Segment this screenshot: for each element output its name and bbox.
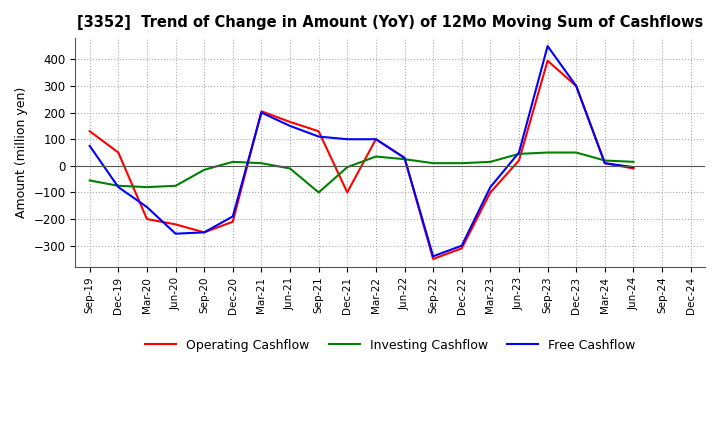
Free Cashflow [457, 243, 466, 248]
Free Cashflow [286, 123, 294, 128]
Free Cashflow [572, 83, 580, 88]
Line: Investing Cashflow: Investing Cashflow [90, 153, 634, 192]
Investing Cashflow [228, 159, 237, 165]
Operating Cashflow [457, 246, 466, 251]
Operating Cashflow [286, 119, 294, 125]
Investing Cashflow [286, 166, 294, 171]
Operating Cashflow [486, 190, 495, 195]
Operating Cashflow [343, 190, 351, 195]
Free Cashflow [544, 44, 552, 49]
Free Cashflow [629, 165, 638, 170]
Free Cashflow [143, 205, 151, 210]
Title: [3352]  Trend of Change in Amount (YoY) of 12Mo Moving Sum of Cashflows: [3352] Trend of Change in Amount (YoY) o… [77, 15, 703, 30]
Operating Cashflow [544, 58, 552, 63]
Investing Cashflow [143, 184, 151, 190]
Y-axis label: Amount (million yen): Amount (million yen) [15, 87, 28, 218]
Investing Cashflow [86, 178, 94, 183]
Free Cashflow [200, 230, 209, 235]
Free Cashflow [257, 110, 266, 115]
Operating Cashflow [400, 155, 409, 161]
Free Cashflow [372, 136, 380, 142]
Operating Cashflow [114, 150, 122, 155]
Investing Cashflow [257, 161, 266, 166]
Free Cashflow [315, 134, 323, 139]
Free Cashflow [515, 150, 523, 155]
Investing Cashflow [515, 151, 523, 157]
Free Cashflow [486, 184, 495, 190]
Operating Cashflow [228, 219, 237, 224]
Investing Cashflow [372, 154, 380, 159]
Operating Cashflow [629, 166, 638, 171]
Operating Cashflow [315, 128, 323, 134]
Free Cashflow [429, 254, 438, 259]
Investing Cashflow [200, 167, 209, 172]
Operating Cashflow [257, 109, 266, 114]
Investing Cashflow [486, 159, 495, 165]
Operating Cashflow [572, 83, 580, 88]
Investing Cashflow [544, 150, 552, 155]
Investing Cashflow [429, 161, 438, 166]
Free Cashflow [400, 155, 409, 161]
Operating Cashflow [200, 230, 209, 235]
Operating Cashflow [143, 216, 151, 222]
Line: Free Cashflow: Free Cashflow [90, 46, 634, 257]
Investing Cashflow [171, 183, 180, 188]
Investing Cashflow [315, 190, 323, 195]
Free Cashflow [114, 184, 122, 190]
Investing Cashflow [572, 150, 580, 155]
Operating Cashflow [86, 128, 94, 134]
Investing Cashflow [600, 158, 609, 163]
Operating Cashflow [171, 222, 180, 227]
Free Cashflow [86, 143, 94, 149]
Investing Cashflow [457, 161, 466, 166]
Free Cashflow [343, 136, 351, 142]
Operating Cashflow [600, 161, 609, 166]
Free Cashflow [171, 231, 180, 236]
Investing Cashflow [400, 157, 409, 162]
Operating Cashflow [429, 257, 438, 262]
Investing Cashflow [343, 165, 351, 170]
Free Cashflow [600, 161, 609, 166]
Operating Cashflow [515, 158, 523, 163]
Operating Cashflow [372, 136, 380, 142]
Line: Operating Cashflow: Operating Cashflow [90, 61, 634, 259]
Legend: Operating Cashflow, Investing Cashflow, Free Cashflow: Operating Cashflow, Investing Cashflow, … [140, 334, 640, 357]
Investing Cashflow [114, 183, 122, 188]
Free Cashflow [228, 214, 237, 219]
Investing Cashflow [629, 159, 638, 165]
